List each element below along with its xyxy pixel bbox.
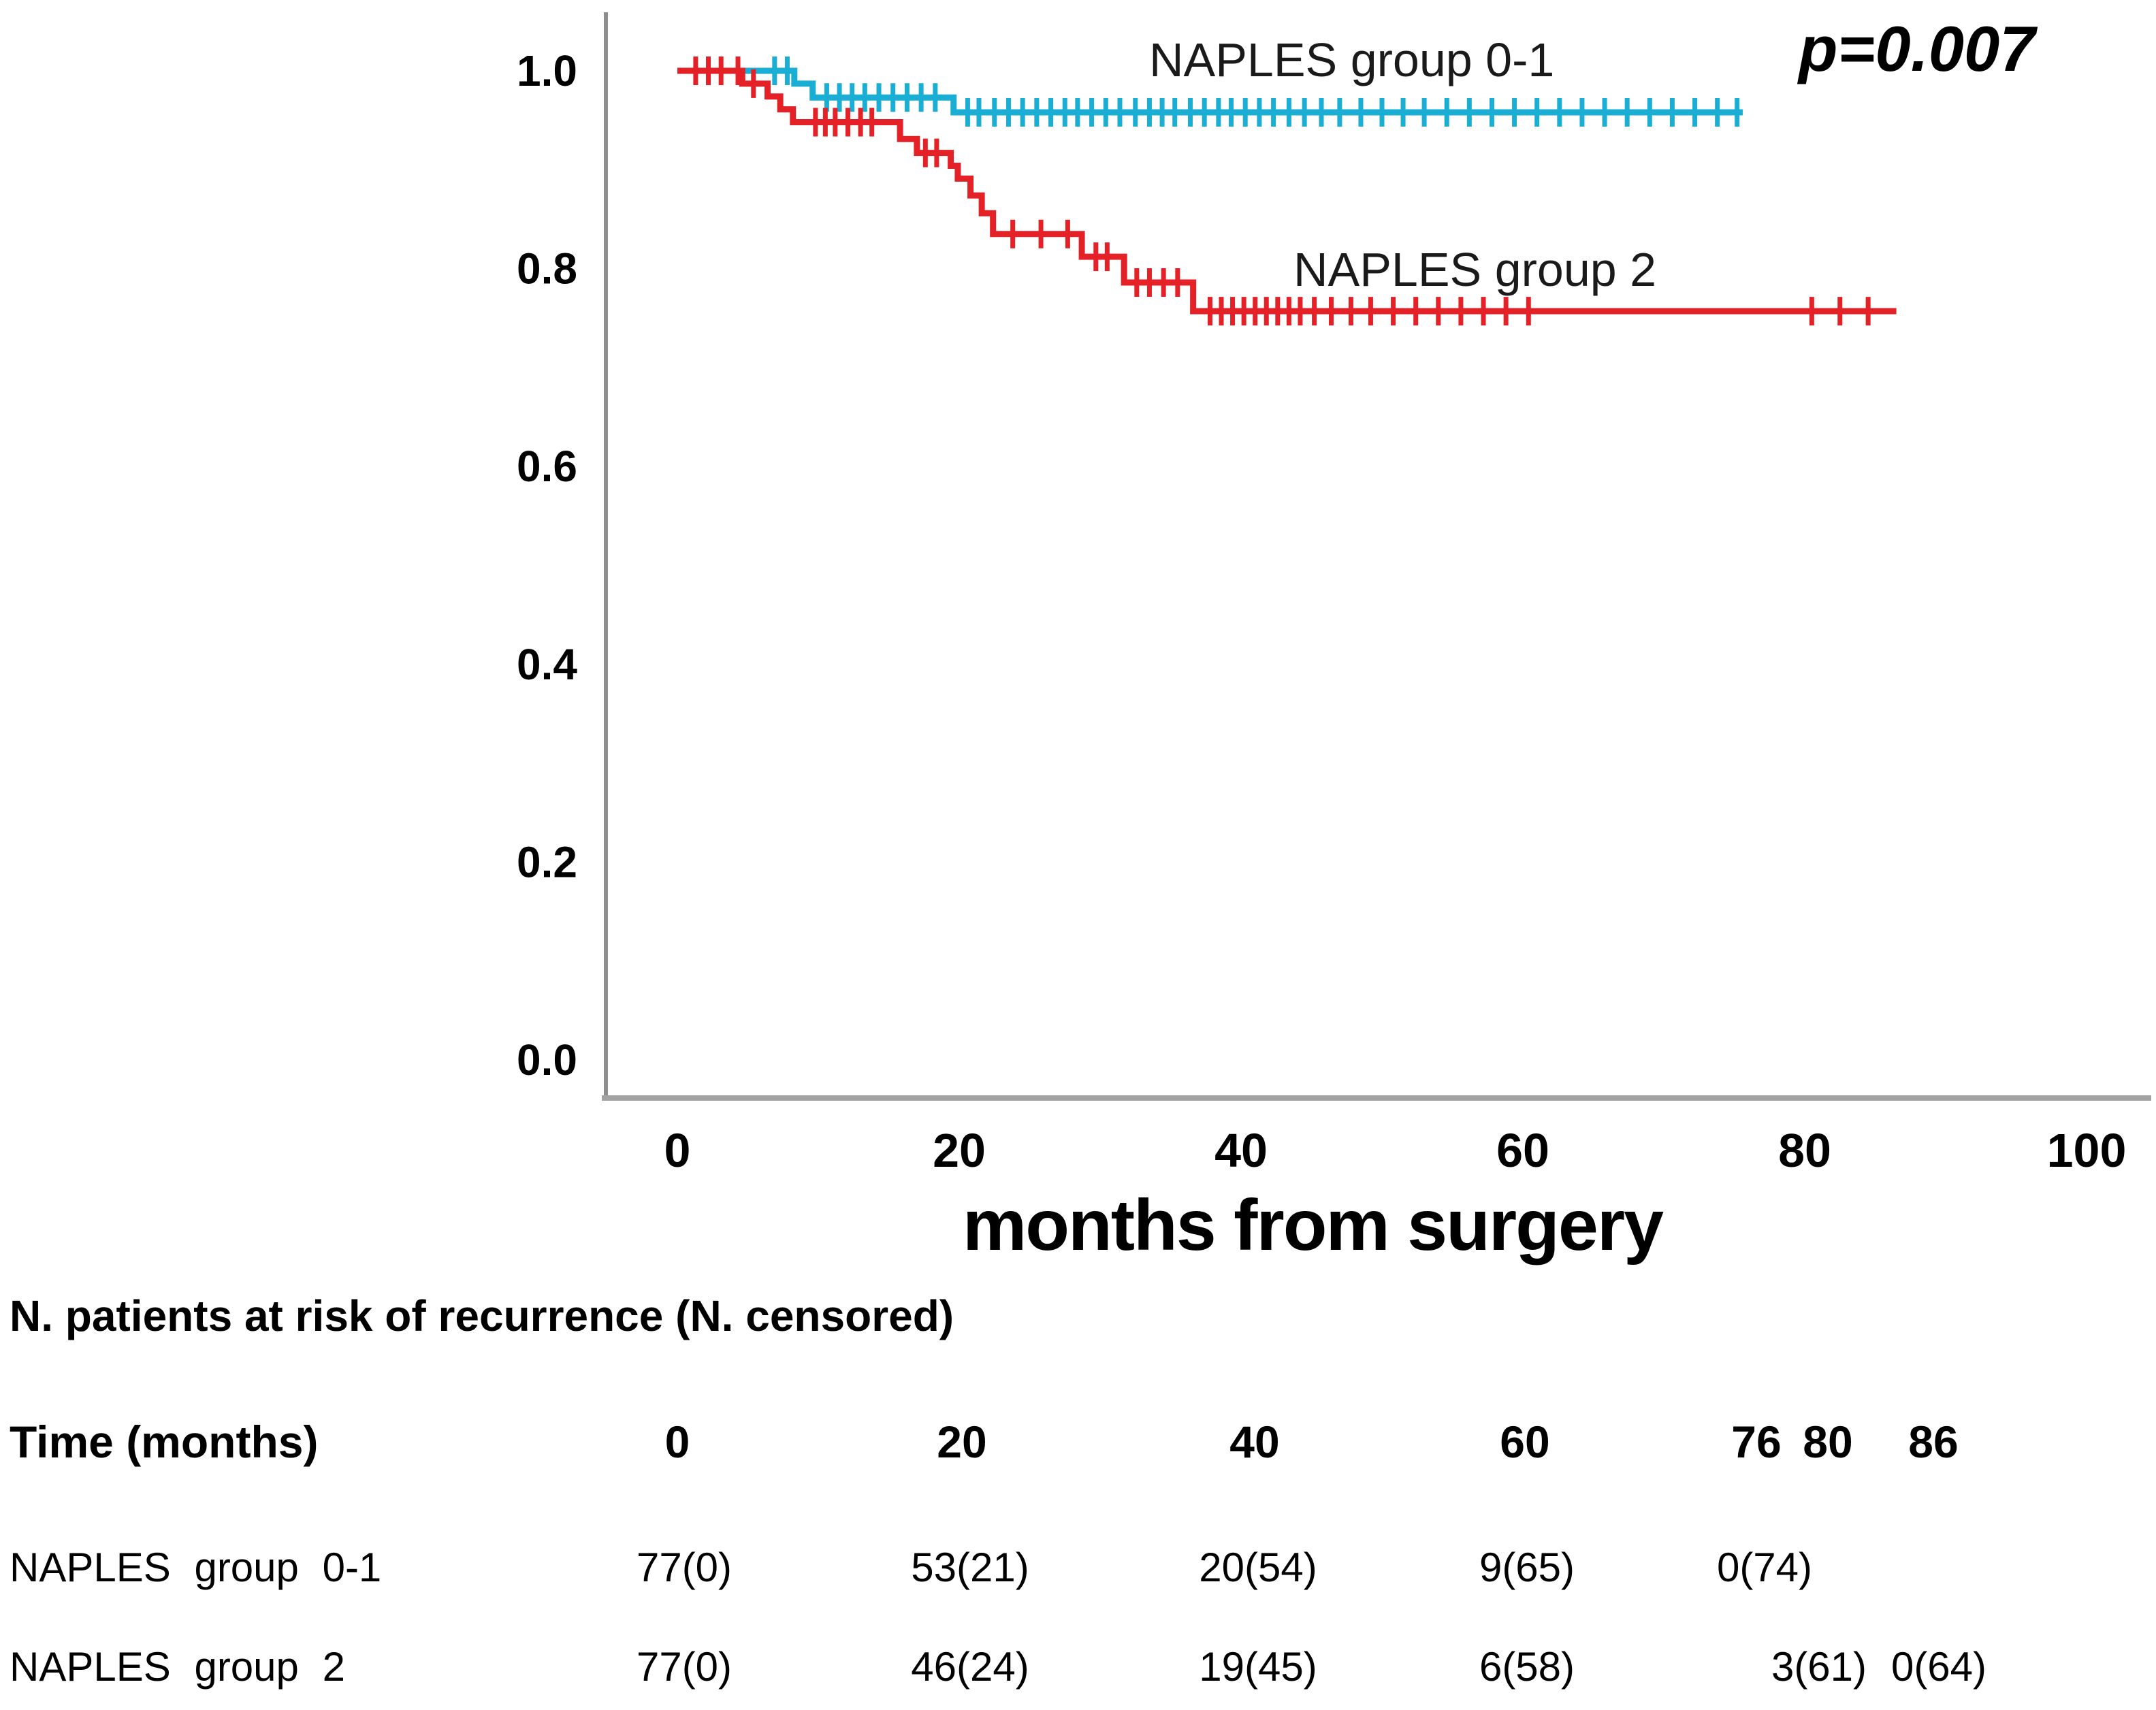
x-tick-label: 100 <box>2047 1124 2127 1177</box>
x-tick-label: 80 <box>1778 1124 1831 1177</box>
risk-table-value: 46(24) <box>911 1644 1029 1690</box>
x-axis-line <box>602 1095 2151 1101</box>
risk-table-value: 0(74) <box>1716 1545 1813 1590</box>
y-tick-label: 0.0 <box>517 1035 577 1084</box>
x-tick-label: 20 <box>933 1124 986 1177</box>
y-tick-label: 0.4 <box>517 640 577 689</box>
risk-table-time-value: 0 <box>664 1417 690 1467</box>
risk-table-time-value: 80 <box>1803 1417 1853 1467</box>
risk-table-value: 77(0) <box>636 1545 733 1590</box>
risk-table-value: 0(64) <box>1890 1644 1987 1690</box>
series-label-group-2: NAPLES group 2 <box>1293 243 1657 296</box>
risk-table-row-label-group-2: NAPLES group 2 <box>10 1644 345 1690</box>
y-axis-line <box>604 12 608 1100</box>
x-tick-label: 60 <box>1496 1124 1549 1177</box>
risk-table-value: 20(54) <box>1199 1545 1317 1590</box>
y-tick-label: 0.6 <box>517 442 577 491</box>
x-tick-label: 0 <box>664 1124 691 1177</box>
y-tick-label: 0.2 <box>517 837 577 886</box>
y-tick-label: 1.0 <box>517 46 577 95</box>
risk-table-value: 6(58) <box>1479 1644 1575 1690</box>
risk-table-value: 9(65) <box>1479 1545 1575 1590</box>
risk-table-time-value: 20 <box>937 1417 987 1467</box>
risk-table-value: 77(0) <box>636 1644 733 1690</box>
survival-curve-1 <box>677 67 1897 314</box>
survival-curve-0 <box>677 67 1743 116</box>
km-plot: 1.0 0.8 0.6 0.4 0.2 0.0 0 20 40 60 80 100 <box>517 12 2151 1177</box>
risk-table-time-value: 60 <box>1500 1417 1550 1467</box>
risk-table-value: 3(61) <box>1771 1644 1867 1690</box>
risk-table-time-value: 40 <box>1229 1417 1280 1467</box>
risk-table-value: 53(21) <box>911 1545 1029 1590</box>
series-label-group-0-1: NAPLES group 0-1 <box>1149 33 1555 86</box>
x-tick-label: 40 <box>1214 1124 1268 1177</box>
risk-table-time-value: 86 <box>1908 1417 1959 1467</box>
risk-table-row-label-group-0-1: NAPLES group 0-1 <box>10 1545 382 1590</box>
x-axis-title: months from surgery <box>962 1185 1664 1265</box>
risk-table-time-value: 76 <box>1731 1417 1782 1467</box>
y-tick-label: 0.8 <box>517 244 577 293</box>
risk-table-value: 19(45) <box>1199 1644 1317 1690</box>
risk-table-time-label: Time (months) <box>10 1417 319 1467</box>
risk-table-heading: N. patients at risk of recurrence (N. ce… <box>10 1291 954 1340</box>
p-value-annotation: p=0.007 <box>1799 13 2036 84</box>
